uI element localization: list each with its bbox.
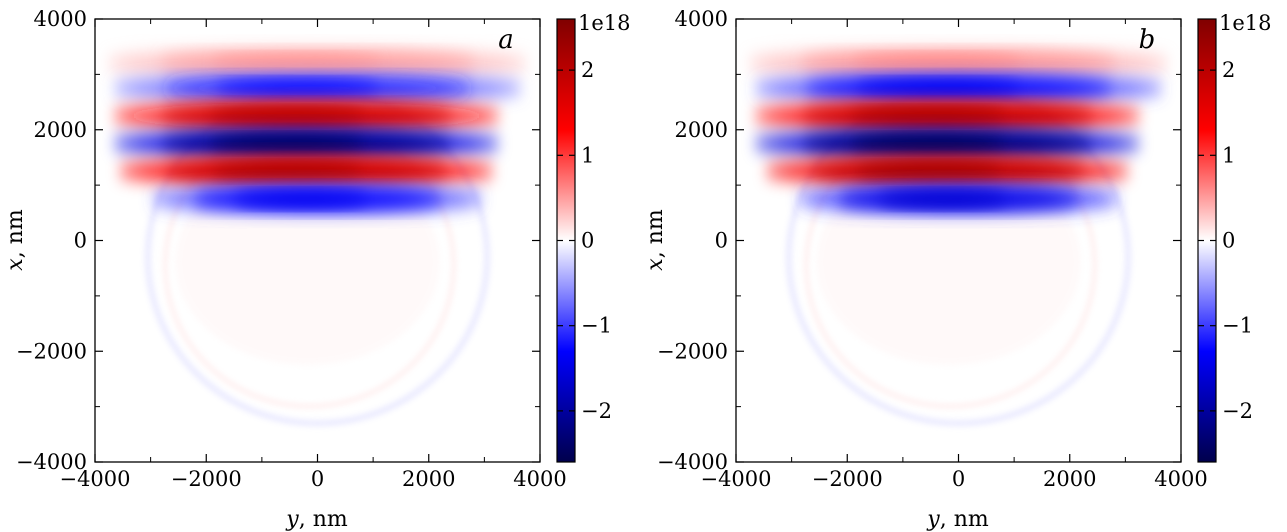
colorbar-tick-label: 0	[1222, 229, 1235, 253]
y-ticks: −4000 −2000 0 2000 4000	[16, 7, 540, 474]
y-tick-label: 0	[715, 229, 728, 253]
x-axis-label: y, nm	[285, 507, 348, 532]
y-tick-label: −2000	[16, 339, 87, 363]
panel-b: −4000 −2000 0 2000 4000 −4000−2000020004000 …	[643, 7, 1272, 532]
colorbar-tick-label: −1	[1222, 314, 1253, 338]
x-tick-label: 0	[311, 467, 324, 491]
panel-a: −4000 −2000 0 2000 4000 −4000−2000020004000 …	[3, 7, 631, 532]
colorbar-multiplier: 1e18	[578, 11, 631, 35]
colorbar-tick-label: 2	[1222, 58, 1235, 82]
x-axis-label: y, nm	[926, 507, 989, 532]
field-band-core	[850, 137, 1006, 150]
field-band-core	[877, 192, 1007, 206]
x-tick-label: −4000	[700, 467, 771, 491]
x-ticks: −4000 −2000 0 2000 4000	[700, 19, 1208, 491]
x-tick-label: 4000	[1154, 467, 1207, 491]
x-tick-label: −2000	[812, 467, 883, 491]
y-tick-label: 2000	[34, 118, 87, 142]
field-band-core	[211, 165, 364, 178]
colorbar-tick-label: 0	[581, 229, 594, 253]
y-tick-label: 4000	[675, 7, 728, 31]
y-axis-label: x, nm	[3, 209, 28, 271]
y-tick-label: −2000	[657, 339, 728, 363]
colorbar-tick-label: 1	[581, 143, 594, 167]
heatmap-layer	[95, 19, 540, 462]
colorbar-tick-label: −2	[1222, 399, 1253, 423]
colorbar-tick-label: 1	[1222, 143, 1235, 167]
panel-label: b	[1139, 25, 1156, 55]
x-tick-label: 2000	[1043, 467, 1096, 491]
x-tick-label: 4000	[513, 467, 566, 491]
y-ticks: −4000 −2000 0 2000 4000	[657, 7, 1181, 474]
field-band-core	[209, 109, 365, 122]
x-tick-label: −2000	[171, 467, 242, 491]
field-band-core	[234, 192, 368, 206]
colorbar-tick-label: −2	[581, 399, 612, 423]
colorbar-tick-label: 2	[581, 58, 594, 82]
colorbar-ticks: −2 −1 0 1 2	[1198, 58, 1253, 423]
y-tick-label: 0	[74, 229, 87, 253]
y-axis-label: x, nm	[643, 209, 668, 271]
x-ticks: −4000 −2000 0 2000 4000	[59, 19, 567, 491]
field-band-core	[850, 109, 1006, 122]
field-band-core	[855, 165, 1003, 178]
field-band-core	[211, 57, 381, 70]
y-tick-label: 4000	[34, 7, 87, 31]
heatmap-layer	[736, 19, 1181, 462]
field-band-core	[214, 82, 380, 95]
field-band-core	[209, 137, 365, 150]
field-band-core	[855, 82, 1021, 95]
field-band-core	[852, 57, 1022, 70]
y-tick-label: −4000	[657, 450, 728, 474]
x-tick-label: −4000	[59, 467, 130, 491]
colorbar-tick-label: −1	[581, 314, 612, 338]
x-tick-label: 2000	[402, 467, 455, 491]
x-tick-label: 0	[952, 467, 965, 491]
colorbar-ticks: −2 −1 0 1 2	[557, 58, 612, 423]
y-tick-label: −4000	[16, 450, 87, 474]
colorbar-multiplier: 1e18	[1219, 11, 1272, 35]
y-tick-label: 2000	[675, 118, 728, 142]
panel-label: a	[498, 25, 514, 55]
